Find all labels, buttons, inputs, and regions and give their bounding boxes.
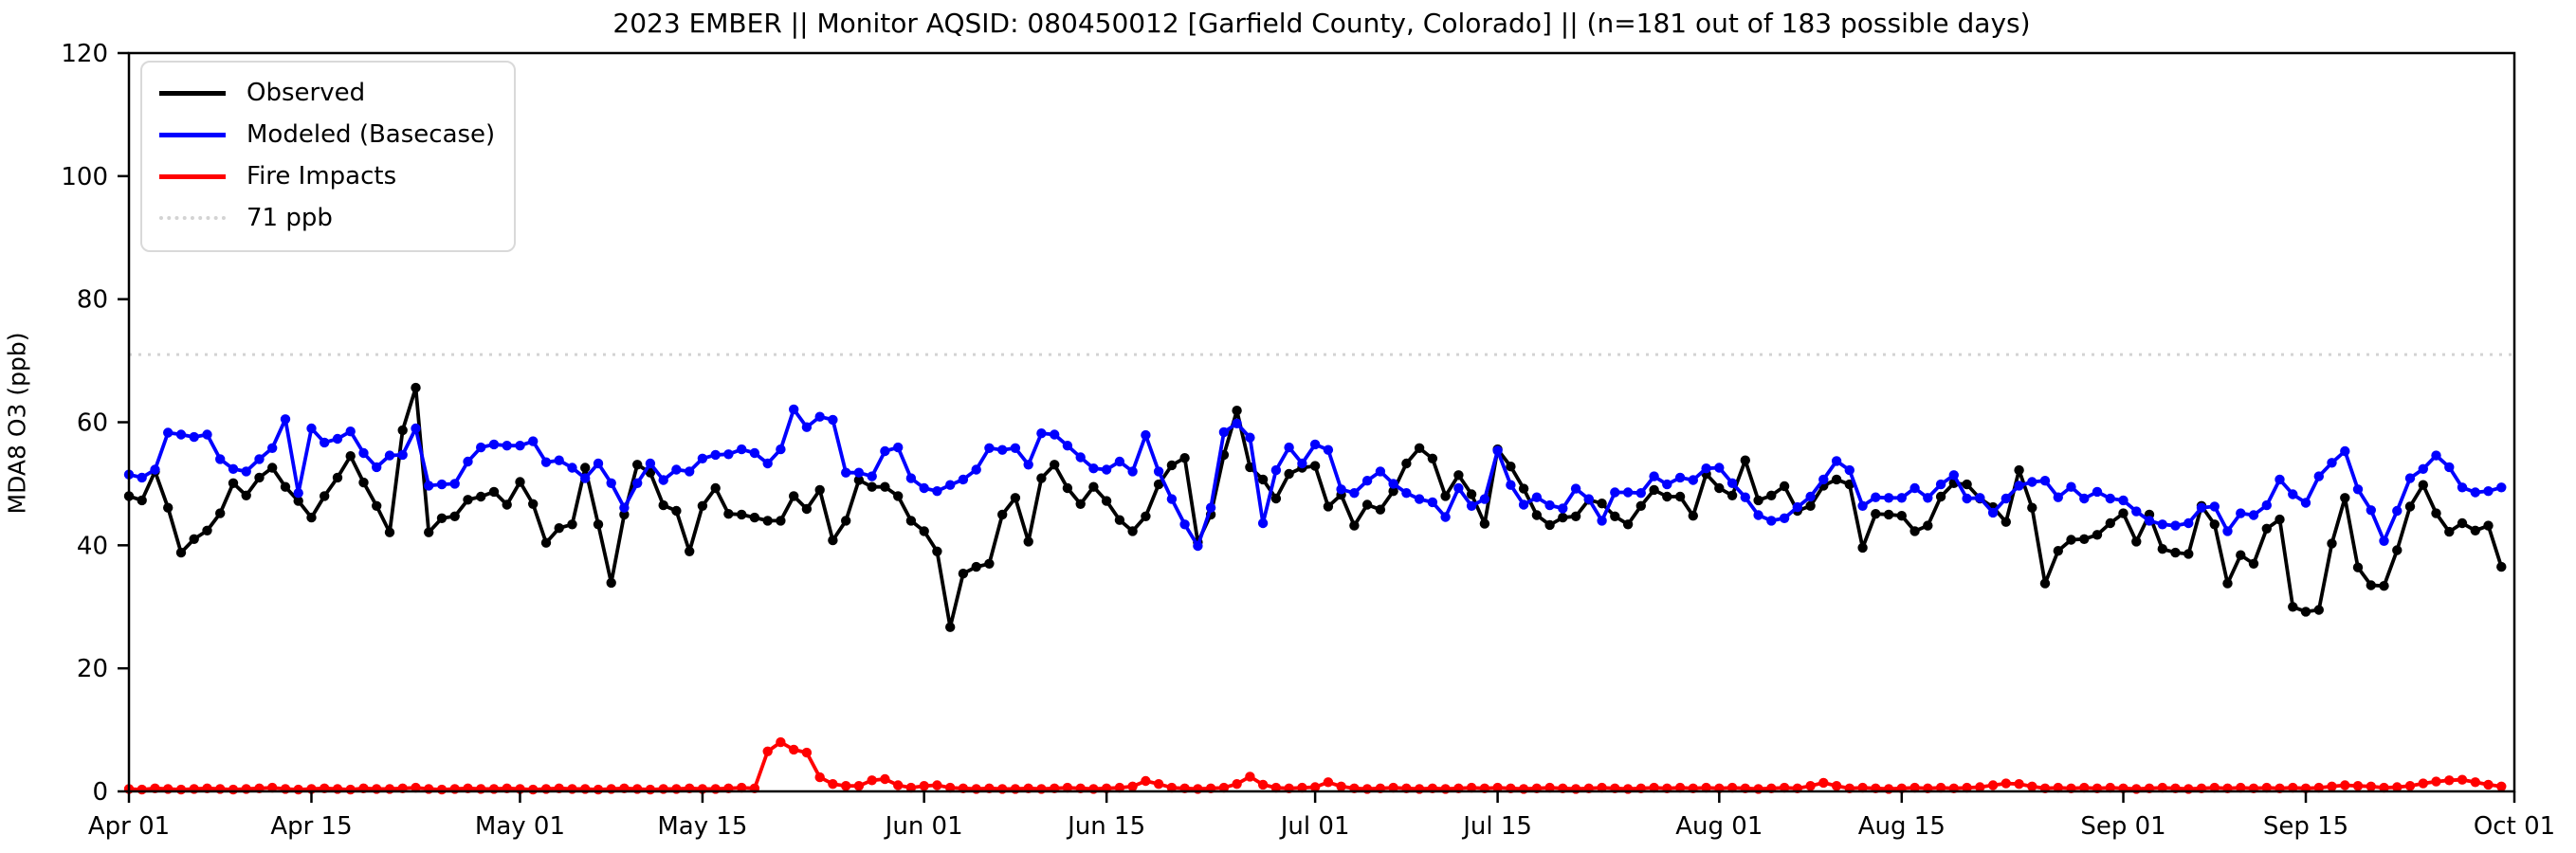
legend-item-fire: Fire Impacts — [159, 155, 497, 197]
legend-item-observed: Observed — [159, 72, 497, 114]
svg-text:40: 40 — [77, 532, 108, 560]
x-axis: Apr 01 Apr 15 May 01 May 15 Jun 01 Jun 15 Jul … — [88, 791, 2555, 841]
svg-text:May 01: May 01 — [475, 812, 565, 841]
svg-text:0: 0 — [92, 778, 108, 807]
svg-text:Sep 15: Sep 15 — [2263, 812, 2348, 841]
legend-item-threshold: 71 ppb — [159, 197, 497, 239]
modeled-series-line — [123, 404, 2507, 552]
observed-line-swatch — [159, 90, 226, 96]
legend-item-modeled: Modeled (Basecase) — [159, 114, 497, 155]
svg-text:Aug 15: Aug 15 — [1858, 812, 1946, 841]
svg-text:80: 80 — [77, 286, 108, 315]
legend-label: Modeled (Basecase) — [247, 120, 496, 149]
legend-label: Fire Impacts — [247, 162, 397, 191]
svg-text:Jul 01: Jul 01 — [1279, 812, 1350, 841]
svg-text:Jul 15: Jul 15 — [1461, 812, 1532, 841]
observed-series-line — [123, 382, 2507, 632]
fire-impacts-series-line — [123, 736, 2507, 795]
svg-text:Apr 15: Apr 15 — [270, 812, 352, 841]
svg-text:Jun 01: Jun 01 — [884, 812, 963, 841]
svg-text:120: 120 — [61, 40, 108, 68]
svg-text:60: 60 — [77, 409, 108, 438]
svg-text:Sep 01: Sep 01 — [2080, 812, 2165, 841]
svg-text:Oct 01: Oct 01 — [2474, 812, 2555, 841]
legend-label: 71 ppb — [247, 204, 333, 232]
fire-line-swatch — [159, 173, 226, 179]
svg-text:Apr 01: Apr 01 — [88, 812, 170, 841]
legend-label: Observed — [247, 79, 366, 107]
threshold-line-swatch — [159, 216, 226, 220]
svg-text:Jun 15: Jun 15 — [1066, 812, 1145, 841]
svg-text:Aug 01: Aug 01 — [1675, 812, 1763, 841]
svg-text:20: 20 — [77, 655, 108, 683]
svg-text:May 15: May 15 — [657, 812, 747, 841]
modeled-line-swatch — [159, 132, 226, 137]
y-axis: 0 20 40 60 80 100 120 — [61, 40, 129, 807]
chart-title: 2023 EMBER || Monitor AQSID: 080450012 [… — [612, 8, 2031, 39]
svg-text:100: 100 — [61, 163, 108, 191]
legend: Observed Modeled (Basecase) Fire Impacts… — [140, 61, 516, 252]
